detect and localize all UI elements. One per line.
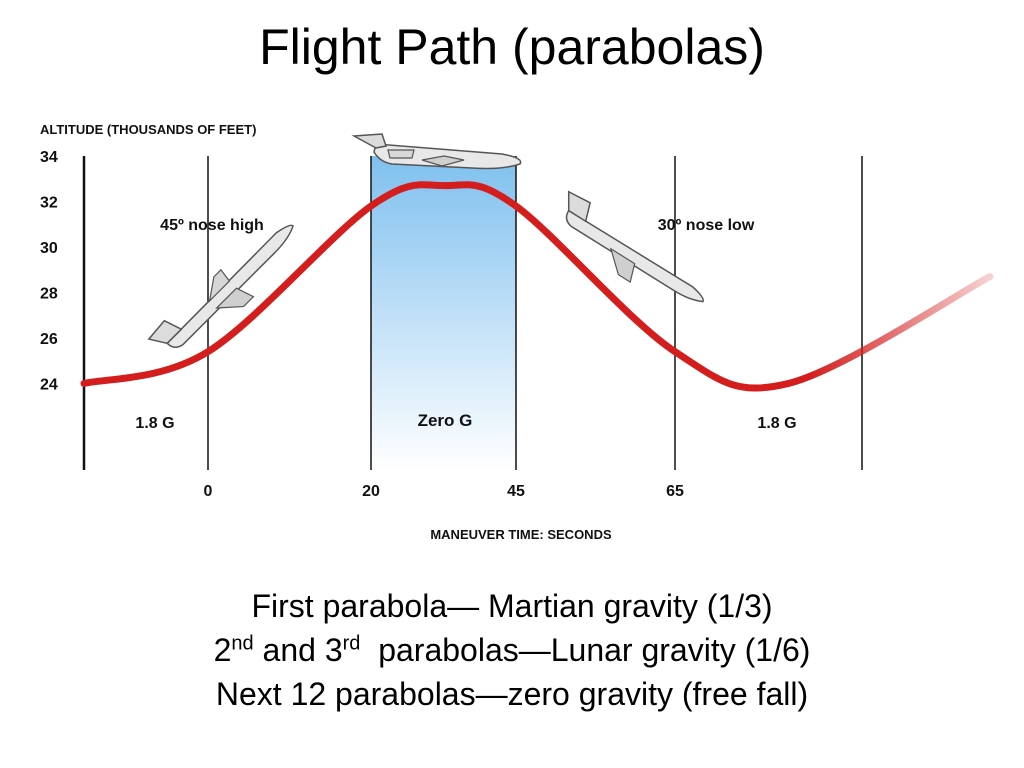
caption-line-martian: First parabola— Martian gravity (1/3)	[251, 588, 773, 624]
x-tick-label: 65	[666, 483, 684, 500]
y-tick-label: 24	[40, 377, 58, 394]
caption-sup-rd: rd	[342, 632, 361, 655]
annotation-g-right: 1.8 G	[757, 415, 796, 432]
annotation-zero-g: Zero G	[418, 411, 473, 430]
y-tick-labels: 34 32 30 28 26 24	[40, 149, 58, 394]
flight-path-curve	[80, 181, 994, 392]
annotation-g-left: 1.8 G	[135, 415, 174, 432]
caption-line-zero-g: Next 12 parabolas—zero gravity (free fal…	[215, 676, 809, 712]
caption-sup-nd: nd	[231, 632, 254, 655]
airplane-nose-low-icon	[565, 190, 704, 303]
y-tick-label: 28	[40, 286, 58, 303]
x-tick-labels: 0 20 45 65	[204, 483, 684, 500]
x-tick-label: 20	[362, 483, 380, 500]
y-tick-label: 30	[40, 240, 58, 257]
airplane-level-icon	[351, 133, 522, 170]
x-axis-label: MANEUVER TIME: SECONDS	[430, 527, 612, 542]
y-tick-label: 26	[40, 331, 58, 348]
annotation-nose-high: 45º nose high	[160, 217, 264, 234]
caption-lunar-rest: parabolas—Lunar gravity (1/6)	[360, 632, 811, 668]
x-tick-label: 45	[507, 483, 525, 500]
flight-path-chart: 34 32 30 28 26 24 0 20 45 65 ALTITUDE (THOUSANDS…	[40, 122, 994, 542]
y-axis-label: ALTITUDE (THOUSANDS OF FEET)	[40, 122, 256, 137]
slide-title: Flight Path (parabolas)	[259, 19, 765, 75]
zero-g-band	[371, 156, 516, 470]
airplane-nose-high-icon	[147, 224, 294, 348]
y-tick-label: 34	[40, 149, 58, 166]
horizontal-grid	[84, 155, 990, 385]
y-tick-label: 32	[40, 195, 58, 212]
caption-lunar-and-3: and 3	[253, 632, 343, 668]
x-tick-label: 0	[204, 483, 213, 500]
caption-lunar-2: 2	[213, 632, 232, 668]
slide-caption: First parabola— Martian gravity (1/3) 2n…	[0, 584, 1024, 716]
annotation-nose-low: 30º nose low	[658, 217, 755, 234]
caption-line-lunar: 2nd and 3rd parabolas—Lunar gravity (1/6…	[0, 628, 1024, 672]
